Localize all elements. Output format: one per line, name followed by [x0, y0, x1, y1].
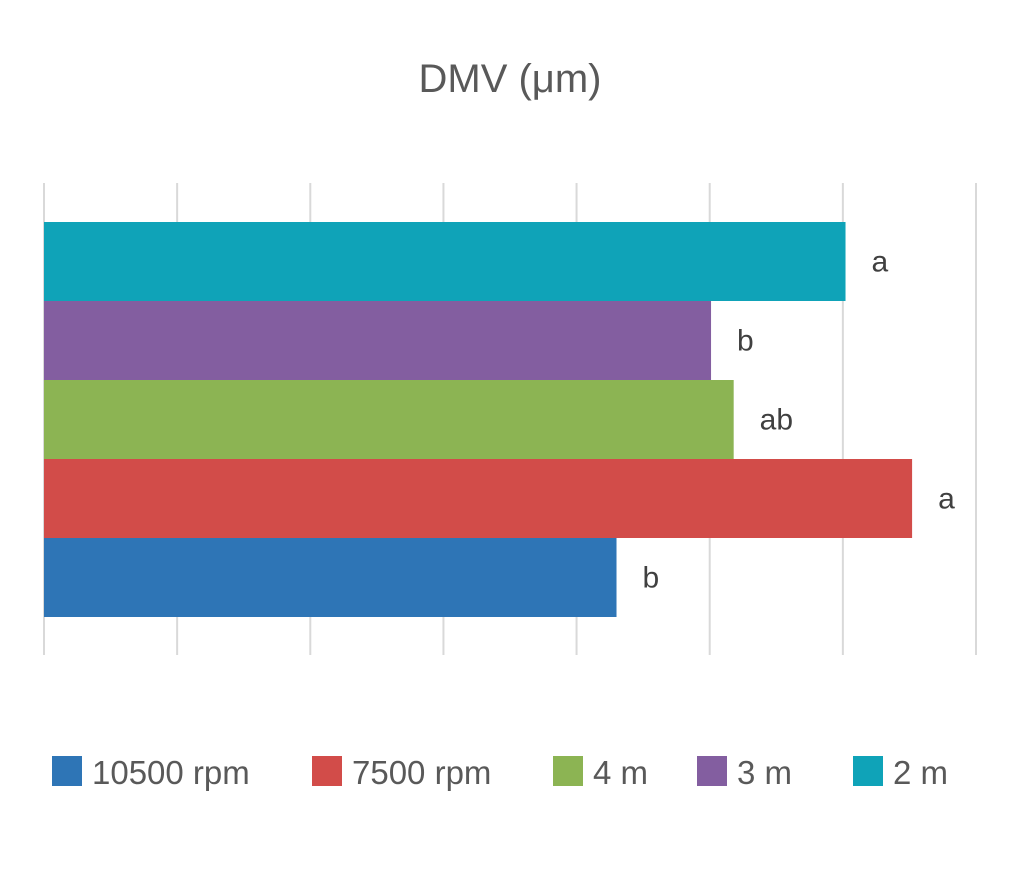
legend-label: 7500 rpm [352, 754, 491, 791]
bar-labels: b a ab b a [643, 246, 956, 595]
bar-10500-rpm [44, 538, 617, 617]
bars [44, 222, 913, 617]
legend-label: 2 m [893, 754, 948, 791]
legend-swatch [853, 756, 883, 786]
legend: 10500 rpm 7500 rpm 4 m 3 m 2 m [52, 754, 948, 791]
bar-7500-rpm [44, 459, 913, 538]
legend-swatch [312, 756, 342, 786]
bar-3-m [44, 301, 712, 380]
data-label: a [938, 483, 955, 516]
data-label: b [737, 325, 754, 358]
data-label: b [643, 562, 660, 595]
legend-label: 10500 rpm [92, 754, 250, 791]
legend-swatch [697, 756, 727, 786]
bar-4-m [44, 380, 734, 459]
data-label: a [872, 246, 889, 279]
data-label: ab [760, 404, 793, 437]
legend-swatch [52, 756, 82, 786]
chart-title: DMV (μm) [418, 57, 601, 101]
legend-label: 3 m [737, 754, 792, 791]
bar-2-m [44, 222, 846, 301]
legend-swatch [553, 756, 583, 786]
legend-label: 4 m [593, 754, 648, 791]
